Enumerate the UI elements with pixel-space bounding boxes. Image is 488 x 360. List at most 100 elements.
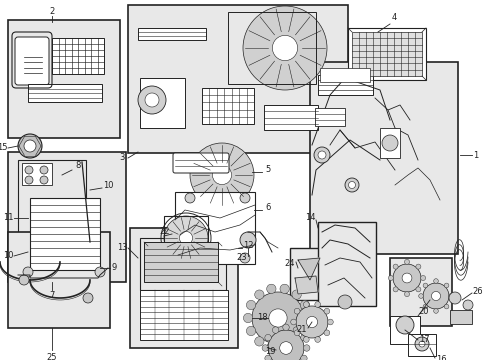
Circle shape [295,306,327,338]
Circle shape [251,292,304,344]
Circle shape [300,326,309,336]
Bar [379,128,399,158]
Text: 17: 17 [418,336,428,345]
Circle shape [433,279,437,283]
Text: 1: 1 [472,150,478,159]
Bar [128,5,347,153]
Bar [347,28,425,80]
Bar [175,192,254,264]
Circle shape [179,231,192,244]
Circle shape [381,135,397,151]
Circle shape [448,292,460,304]
Bar [130,228,238,348]
Text: 15: 15 [0,144,7,153]
Circle shape [291,337,301,346]
Polygon shape [297,258,319,280]
Circle shape [422,283,448,309]
Text: 11: 11 [3,213,13,222]
Text: 22: 22 [160,228,170,237]
Circle shape [303,345,309,351]
Circle shape [314,337,320,342]
Circle shape [292,327,299,333]
Circle shape [313,147,329,163]
Circle shape [264,355,271,360]
Circle shape [246,326,255,336]
Text: 10: 10 [102,181,113,190]
Circle shape [282,324,288,330]
Circle shape [324,308,329,314]
Text: 2: 2 [49,8,55,17]
Circle shape [447,294,452,298]
Circle shape [272,35,297,60]
Circle shape [163,216,207,260]
Bar [52,38,104,74]
Bar [202,88,253,124]
Circle shape [420,275,425,280]
Circle shape [300,355,306,360]
Circle shape [246,300,255,310]
Circle shape [268,309,286,327]
Circle shape [240,193,249,203]
Text: 4: 4 [390,13,396,22]
Circle shape [294,330,299,336]
Circle shape [414,337,428,351]
Text: 26: 26 [472,288,482,297]
Circle shape [317,151,325,159]
Circle shape [279,342,292,354]
Text: 3: 3 [119,153,124,162]
FancyBboxPatch shape [15,37,49,85]
Circle shape [254,337,264,346]
Circle shape [95,267,105,277]
Circle shape [345,178,358,192]
Circle shape [18,134,42,158]
Circle shape [240,253,249,263]
Bar [317,75,372,95]
Circle shape [443,283,448,288]
Text: 21: 21 [296,325,306,334]
FancyBboxPatch shape [173,153,228,173]
Bar [319,68,369,82]
Circle shape [266,284,275,293]
Bar [289,248,334,300]
Text: 8: 8 [75,162,81,171]
Circle shape [294,308,299,314]
Bar [8,20,120,138]
Circle shape [430,292,440,301]
Circle shape [240,232,256,248]
Circle shape [418,341,424,347]
Bar [314,108,345,126]
Bar [28,84,102,102]
Bar [389,316,419,344]
Bar [163,216,207,260]
Circle shape [25,176,33,184]
Circle shape [387,275,393,280]
Circle shape [306,316,317,328]
Circle shape [422,304,427,309]
Circle shape [300,334,306,341]
Circle shape [303,337,308,342]
Bar [407,334,435,356]
Circle shape [190,143,253,207]
Circle shape [291,290,301,299]
Text: 16: 16 [435,356,446,360]
Circle shape [184,253,195,263]
Circle shape [243,313,252,323]
Circle shape [280,342,289,352]
Circle shape [415,264,420,269]
Circle shape [392,264,397,269]
Circle shape [243,6,326,90]
Circle shape [462,300,472,310]
Circle shape [303,302,308,307]
Circle shape [392,287,397,292]
Circle shape [303,313,312,323]
Circle shape [212,165,231,185]
Bar [30,198,100,270]
Circle shape [348,181,355,189]
Circle shape [254,290,264,299]
Circle shape [138,86,165,114]
Circle shape [433,309,437,313]
Bar [140,238,225,290]
Circle shape [264,334,271,341]
Circle shape [300,300,309,310]
Circle shape [337,295,351,309]
